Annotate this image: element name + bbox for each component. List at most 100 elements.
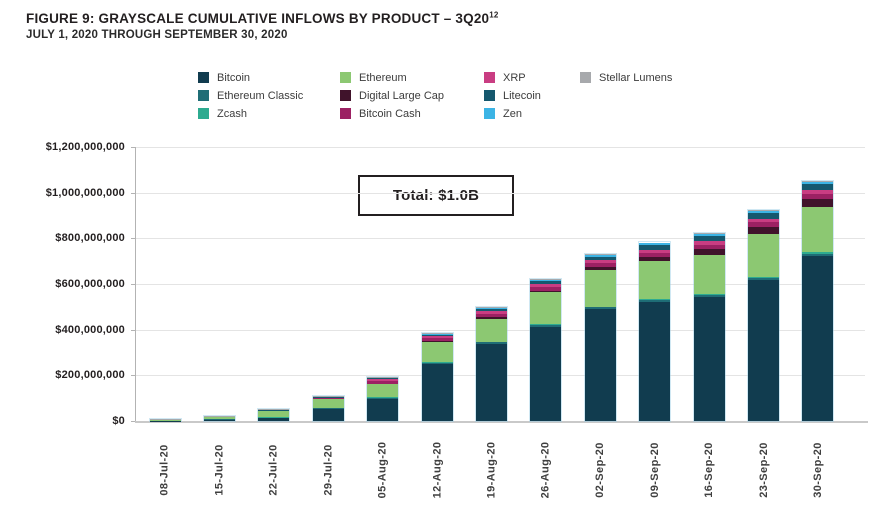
bar-segment-ethereum <box>802 206 834 253</box>
y-axis-label: $400,000,000 <box>55 323 125 336</box>
bar-segment-litecoin <box>312 396 344 398</box>
legend-swatch-icon <box>484 72 495 83</box>
figure-title: FIGURE 9: GRAYSCALE CUMULATIVE INFLOWS B… <box>26 11 499 26</box>
bar-segment-digital-large-cap <box>802 198 834 207</box>
bar-segment-zcash <box>475 341 507 343</box>
bar-segment-xrp <box>747 218 779 223</box>
bar-segment-stellar-lumens <box>747 210 779 211</box>
total-annotation-box: Total: $1.0B <box>358 175 514 216</box>
bar-segment-xrp <box>475 311 507 314</box>
bar-segment-stellar-lumens <box>312 395 344 397</box>
bar-segment-ethereum-classic <box>475 342 507 344</box>
bar-segment-bitcoin <box>747 280 779 421</box>
bar-segment-zen <box>421 333 453 335</box>
bar-segment-bitcoin-cash <box>693 244 725 250</box>
gridline <box>135 192 865 194</box>
legend-item-litecoin: Litecoin <box>484 90 580 102</box>
bar-segment-litecoin <box>584 256 616 261</box>
bar-segment-bitcoin <box>584 309 616 421</box>
x-axis-label: 19-Aug-20 <box>485 441 498 499</box>
bar-segment-litecoin <box>747 213 779 219</box>
legend-item-digital-large-cap: Digital Large Cap <box>340 90 484 102</box>
bar-segment-stellar-lumens <box>802 180 834 182</box>
bar-segment-litecoin <box>367 378 399 380</box>
x-axis-label: 12-Aug-20 <box>431 441 443 499</box>
bar-segment-zen <box>530 279 562 282</box>
legend-label: Zcash <box>217 107 247 120</box>
bar-segment-zen <box>639 243 671 246</box>
bar-segment-bitcoin <box>802 256 834 421</box>
bar-segment-ethereum-classic <box>530 325 562 327</box>
bar-segment-bitcoin <box>530 326 562 421</box>
y-axis-line <box>135 147 136 423</box>
legend-item-zen: Zen <box>484 108 580 120</box>
bar-segment-ethereum-classic <box>312 408 344 409</box>
y-axis-tick <box>131 421 135 422</box>
legend-swatch-icon <box>198 90 209 101</box>
y-axis-label: $200,000,000 <box>55 369 125 382</box>
bar-segment-ethereum <box>421 342 453 363</box>
x-axis-label: 26-Aug-20 <box>539 441 552 499</box>
stacked-bar-15-Jul-20 <box>203 415 235 421</box>
title-footnote-superscript: 12 <box>489 10 499 20</box>
bar-segment-ethereum <box>747 234 779 277</box>
legend-swatch-icon <box>198 72 209 83</box>
bar-segment-bitcoin <box>475 343 507 421</box>
legend-label: Litecoin <box>503 89 541 102</box>
bar-segment-zcash <box>747 276 779 278</box>
bar-segment-digital-large-cap <box>584 267 616 271</box>
chart-legend: Bitcoin Ethereum Classic Zcash Ethereum Digi… <box>198 69 672 122</box>
bar-segment-ethereum <box>475 318 507 342</box>
bar-segment-zcash <box>802 252 834 254</box>
legend-swatch-icon <box>340 108 351 119</box>
bar-segment-ethereum-classic <box>639 300 671 303</box>
bar-segment-bitcoin <box>312 408 344 421</box>
bar-segment-ethereum <box>367 384 399 398</box>
legend-label: Ethereum <box>359 71 407 84</box>
legend-item-bitcoin: Bitcoin <box>198 72 340 84</box>
bar-segment-ethereum-classic <box>584 307 616 310</box>
bar-segment-xrp <box>312 397 344 399</box>
legend-swatch-icon <box>484 90 495 101</box>
bar-segment-xrp <box>530 284 562 287</box>
bar-segment-bitcoin-cash <box>367 381 399 385</box>
x-axis-label: 15-Jul-20 <box>213 444 226 496</box>
y-axis-tick <box>131 329 135 331</box>
bar-segment-digital-large-cap <box>530 290 562 293</box>
x-axis-label: 05-Aug-20 <box>376 441 389 499</box>
bar-segment-litecoin <box>421 334 453 337</box>
bar-segment-xrp <box>584 260 616 264</box>
x-axis-label: 09-Sep-20 <box>648 442 661 498</box>
legend-swatch-icon <box>340 72 351 83</box>
bar-segment-litecoin <box>475 308 507 312</box>
stacked-bar-12-Aug-20 <box>421 332 453 421</box>
bar-segment-ethereum <box>312 398 344 408</box>
stacked-bar-16-Sep-20 <box>693 233 725 421</box>
stacked-bar-09-Sep-20 <box>639 242 671 421</box>
bar-segment-ethereum <box>584 270 616 307</box>
bar-segment-litecoin <box>639 245 671 250</box>
bar-segment-litecoin <box>530 281 562 285</box>
bar-segment-xrp <box>693 241 725 245</box>
x-axis-label: 30-Sep-20 <box>811 442 824 498</box>
legend-label: Bitcoin Cash <box>359 107 421 120</box>
bar-segment-zen <box>802 181 834 184</box>
x-axis-label: 23-Sep-20 <box>757 442 770 498</box>
x-axis-line <box>135 421 868 423</box>
stacked-bar-08-Jul-20 <box>149 418 181 421</box>
legend-item-ethereum-classic: Ethereum Classic <box>198 90 340 102</box>
bar-segment-stellar-lumens <box>639 242 671 244</box>
bar-segment-digital-large-cap <box>747 227 779 235</box>
stacked-bar-29-Jul-20 <box>312 395 344 421</box>
bar-segment-ethereum <box>693 255 725 295</box>
legend-item-ethereum: Ethereum <box>340 72 484 84</box>
y-axis-label: $1,000,000,000 <box>45 186 125 199</box>
bar-segment-stellar-lumens <box>149 418 181 420</box>
y-axis-tick <box>131 284 135 285</box>
bar-segment-ethereum <box>530 292 562 325</box>
bar-segment-stellar-lumens <box>530 278 562 280</box>
bar-segment-stellar-lumens <box>203 415 235 417</box>
bar-segment-bitcoin-cash <box>421 338 453 342</box>
legend-label: Ethereum Classic <box>217 89 304 102</box>
